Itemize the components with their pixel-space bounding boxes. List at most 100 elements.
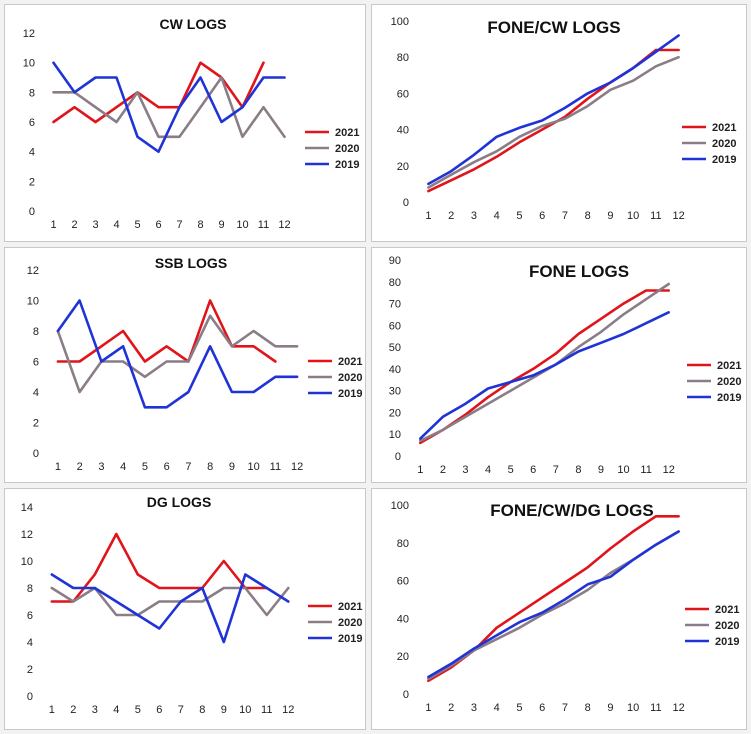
dg-logs-y-tick: 2 [27,664,33,676]
dg-logs-x-tick: 8 [199,704,205,716]
ssb-logs-title: SSB LOGS [155,255,227,271]
fone-logs-x-tick: 2 [440,464,446,476]
ssb-logs-series-2020 [56,314,299,394]
fone-cw-logs-x-tick: 11 [650,210,661,222]
dg-logs-x-tick: 9 [221,704,227,716]
ssb-logs-legend-label-2020: 2020 [338,372,362,384]
cw-logs-legend-label-2021: 2021 [335,127,359,139]
fone-cw-dg-logs-x-tick: 2 [448,702,454,714]
ssb-logs-legend-label-2019: 2019 [338,388,362,400]
chart-panel-fone-cw-logs: FONE/CW LOGS 0 20 40 60 80 100 1 2 3 4 5 6 7 8 9 10 11 12 2… [371,4,747,242]
fone-logs-x-tick: 9 [598,464,604,476]
fone-cw-logs-y-tick: 40 [397,125,409,137]
fone-logs-legend-label-2021: 2021 [717,360,741,372]
cw-logs-legend-label-2020: 2020 [335,143,359,155]
fone-logs-title: FONE LOGS [529,262,629,281]
ssb-logs-legend-label-2021: 2021 [338,356,362,368]
fone-cw-logs-y-tick: 20 [397,161,409,173]
dg-logs-x-tick: 11 [261,704,272,716]
fone-logs-x-tick: 5 [508,464,514,476]
fone-logs-y-tick: 30 [389,386,401,398]
fone-cw-dg-logs-y-tick: 0 [403,689,409,701]
fone-cw-dg-logs-y-tick: 80 [397,538,409,550]
dg-logs-legend-label-2019: 2019 [338,633,362,645]
fone-cw-logs-y-tick: 80 [397,52,409,64]
dg-logs-y-tick: 0 [27,691,33,703]
dg-logs-x-tick: 4 [113,704,119,716]
dg-logs-title: DG LOGS [147,494,212,510]
fone-logs-series-2021 [419,289,670,445]
fone-cw-logs-x-tick: 10 [627,210,639,222]
ssb-logs-x-tick: 8 [207,461,213,473]
cw-logs-x-tick: 5 [134,219,140,231]
fone-cw-dg-logs-x-tick: 1 [425,702,431,714]
chart-panel-ssb-logs: SSB LOGS 0 2 4 6 8 10 12 1 2 3 4 5 6 7 8 9 10 11 12 2021 2020… [4,247,366,483]
ssb-logs-series-2019 [56,299,299,409]
chart-panel-dg-logs: DG LOGS 0 2 4 6 8 10 12 14 1 2 3 4 5 6 7 8 9 10 11 12 2021 202… [4,488,366,730]
dg-logs-x-tick: 6 [156,704,162,716]
fone-logs-x-tick: 12 [663,464,675,476]
fone-cw-dg-logs-y-tick: 100 [391,500,409,512]
fone-cw-dg-logs-legend-label-2021: 2021 [715,604,739,616]
fone-logs-x-tick: 6 [530,464,536,476]
dg-logs-x-tick: 10 [239,704,251,716]
fone-logs-x-tick: 3 [462,464,468,476]
cw-logs-title: CW LOGS [160,16,227,32]
fone-cw-logs-x-tick: 12 [673,210,685,222]
fone-logs-x-tick: 7 [553,464,559,476]
dg-logs-x-tick: 3 [92,704,98,716]
chart-panel-cw-logs: CW LOGS 0 2 4 6 8 10 12 1 2 3 4 5 6 7 8 9 10 11 12 2021 2020 2… [4,4,366,242]
ssb-logs-x-tick: 6 [164,461,170,473]
fone-cw-dg-logs-x-tick: 4 [494,702,500,714]
dg-logs-series-2021 [50,532,269,603]
fone-cw-logs-y-tick: 100 [391,16,409,28]
dg-logs-y-tick: 14 [21,502,33,514]
cw-logs-y-tick: 10 [23,58,35,70]
fone-cw-logs-x-tick: 8 [585,210,591,222]
cw-logs-y-tick: 4 [29,147,35,159]
fone-cw-dg-logs-x-tick: 8 [585,702,591,714]
fone-logs-x-tick: 4 [485,464,491,476]
ssb-logs-x-tick: 4 [120,461,126,473]
dg-logs-legend-label-2021: 2021 [338,601,362,613]
fone-cw-dg-logs-x-tick: 9 [607,702,613,714]
cw-logs-y-tick: 0 [29,206,35,218]
fone-logs-legend-label-2020: 2020 [717,376,741,388]
ssb-logs-y-tick: 12 [27,265,39,277]
dg-logs-legend-label-2020: 2020 [338,617,362,629]
fone-cw-logs-x-tick: 9 [607,210,613,222]
dg-logs-y-tick: 8 [27,583,33,595]
fone-cw-logs-x-tick: 6 [539,210,545,222]
ssb-logs-series-2021 [56,299,277,363]
dg-logs-x-tick: 5 [135,704,141,716]
fone-cw-dg-logs-x-tick: 7 [562,702,568,714]
fone-logs-y-tick: 0 [395,451,401,463]
cw-logs-x-tick: 7 [176,219,182,231]
fone-cw-logs-y-tick: 60 [397,88,409,100]
cw-logs-x-tick: 3 [92,219,98,231]
fone-cw-dg-logs-series-2019 [427,530,680,679]
fone-logs-legend-label-2019: 2019 [717,392,741,404]
cw-logs-y-tick: 12 [23,28,35,40]
fone-cw-logs-x-tick: 2 [448,210,454,222]
ssb-logs-y-tick: 0 [33,448,39,460]
ssb-logs-x-tick: 3 [98,461,104,473]
cw-logs-x-tick: 12 [278,219,290,231]
fone-logs-x-tick: 11 [640,464,651,476]
fone-cw-logs-legend-label-2020: 2020 [712,138,736,150]
ssb-logs-x-tick: 5 [142,461,148,473]
fone-cw-logs-legend-label-2021: 2021 [712,122,736,134]
fone-cw-dg-logs-y-tick: 60 [397,576,409,588]
fone-logs-y-tick: 40 [389,364,401,376]
fone-cw-dg-logs-x-tick: 11 [650,702,661,714]
fone-logs-x-tick: 1 [417,464,423,476]
fone-logs-y-tick: 70 [389,299,401,311]
cw-logs-series-2020 [52,76,286,139]
fone-cw-logs-x-tick: 3 [471,210,477,222]
dg-logs-y-tick: 4 [27,637,33,649]
fone-logs-y-tick: 20 [389,407,401,419]
ssb-logs-x-tick: 1 [55,461,61,473]
cw-logs-x-tick: 9 [218,219,224,231]
fone-logs-y-tick: 10 [389,429,401,441]
